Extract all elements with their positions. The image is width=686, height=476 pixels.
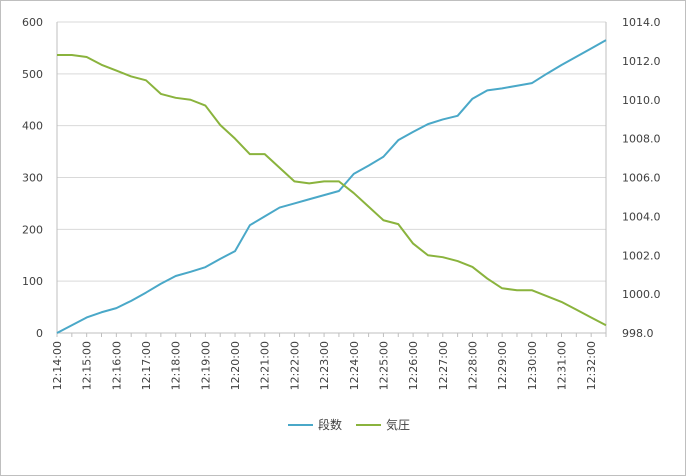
x-axis-tick-label: 12:29:00	[496, 341, 509, 390]
right-axis-tick-label: 1010.0	[622, 94, 661, 107]
right-axis-tick-label: 1012.0	[622, 55, 661, 68]
x-axis-tick-label: 12:24:00	[348, 341, 361, 390]
right-axis-tick-label: 1008.0	[622, 133, 661, 146]
series-line-2	[57, 54, 607, 327]
right-axis-tick-label: 1006.0	[622, 172, 661, 185]
x-axis-tick-label: 12:32:00	[585, 341, 598, 390]
left-axis-tick-labels: 0 100 200 300 400 500 600	[22, 16, 43, 340]
right-axis-tick-labels: 998.0 1000.0 1002.0 1004.0 1006.0 1008.0 1010.…	[622, 16, 661, 340]
x-axis-tick-label: 12:22:00	[288, 341, 301, 390]
x-axis-tick-label: 12:30:00	[526, 341, 539, 390]
legend-label-series-2: 気圧	[386, 417, 410, 432]
legend: 段数 気圧	[288, 417, 410, 432]
gridlines	[56, 21, 607, 337]
x-axis-tick-label: 12:14:00	[51, 341, 64, 390]
x-axis-tick-label: 12:27:00	[437, 341, 450, 390]
x-axis-tick-label: 12:18:00	[170, 341, 183, 390]
right-axis-tick-label: 1002.0	[622, 249, 661, 262]
x-axis-tick-label: 12:31:00	[555, 341, 568, 390]
x-axis-tick-label: 12:16:00	[110, 341, 123, 390]
x-axis-tick-label: 12:15:00	[81, 341, 94, 390]
right-axis-tick-label: 1014.0	[622, 16, 661, 29]
left-axis-tick-label: 100	[22, 275, 43, 288]
right-axis-tick-label: 998.0	[622, 327, 654, 340]
legend-label-series-1: 段数	[318, 417, 342, 432]
left-axis-tick-label: 300	[22, 172, 43, 185]
right-axis-tick-label: 1000.0	[622, 288, 661, 301]
x-axis-tick-label: 12:19:00	[199, 341, 212, 390]
left-axis-tick-label: 600	[22, 16, 43, 29]
x-axis-tick-label: 12:26:00	[407, 341, 420, 390]
right-axis-tick-label: 1004.0	[622, 210, 661, 223]
series-line-1	[56, 39, 607, 334]
x-axis-tick-label: 12:28:00	[466, 341, 479, 390]
left-axis-tick-label: 200	[22, 223, 43, 236]
left-axis-tick-label: 500	[22, 68, 43, 81]
x-axis-tick-label: 12:21:00	[259, 341, 272, 390]
x-axis-tick-label: 12:20:00	[229, 341, 242, 390]
x-axis-tick-labels: 12:14:00 12:15:00 12:16:00 12:17:00 12:18:00…	[51, 341, 598, 390]
x-axis-tick-label: 12:23:00	[318, 341, 331, 390]
left-axis-tick-label: 400	[22, 120, 43, 133]
x-axis-tick-label: 12:25:00	[377, 341, 390, 390]
series-lines	[56, 39, 607, 334]
x-axis-tick-label: 12:17:00	[140, 341, 153, 390]
left-axis-tick-label: 0	[36, 327, 43, 340]
